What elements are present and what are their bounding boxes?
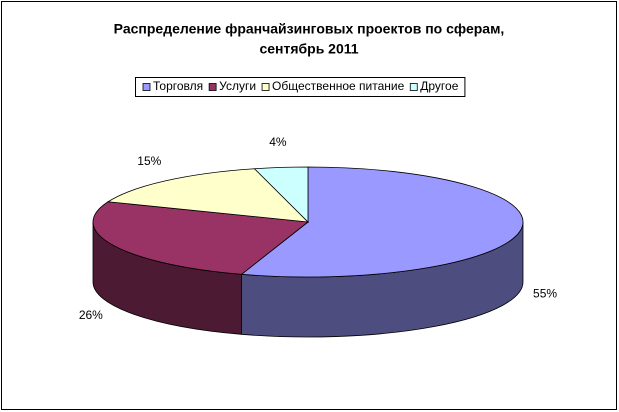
legend-label: Торговля <box>153 79 203 93</box>
slice <box>253 166 309 223</box>
legend: Торговля Услуги Общественное питание Другое <box>135 77 466 97</box>
chart-title: сентябрь 2011 <box>259 41 358 57</box>
legend-label: Общественное питание <box>272 79 405 93</box>
legend-box <box>135 77 466 97</box>
data-label: 4% <box>269 135 287 149</box>
slice <box>92 201 310 275</box>
data-label: 15% <box>137 154 161 168</box>
legend-label: Услуги <box>219 79 256 93</box>
chart-title: Распределение франчайзинговых проектов п… <box>114 21 505 37</box>
slice <box>106 168 310 223</box>
data-label: 26% <box>79 308 103 322</box>
data-label: 55% <box>533 287 557 301</box>
legend-label: Другое <box>420 79 458 93</box>
legend-swatch <box>142 83 151 91</box>
slice <box>240 166 524 278</box>
legend-swatch <box>208 83 217 91</box>
legend-swatch <box>261 83 270 91</box>
legend-swatch <box>409 83 418 91</box>
